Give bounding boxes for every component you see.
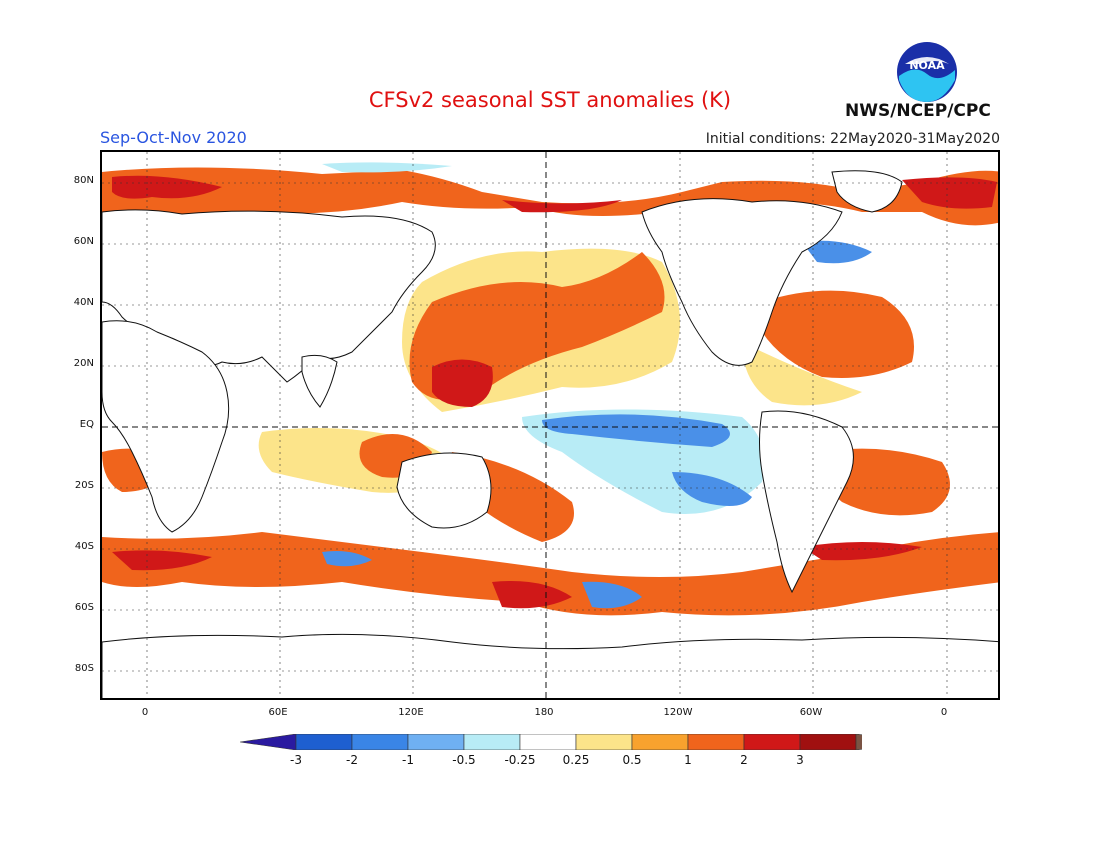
colorbar-low-cap: [239, 733, 297, 751]
map-title: CFSv2 seasonal SST anomalies (K): [368, 88, 732, 112]
colorbar-tick-label: -2: [346, 753, 358, 767]
africa: [102, 320, 230, 533]
colorbar-bin: [687, 733, 745, 751]
colorbar-tick-label: -0.25: [504, 753, 536, 767]
lon-label-0-west: 0: [141, 707, 149, 718]
lat-label-40n: 40N: [73, 297, 94, 308]
southeast-pacific-cold: [672, 472, 752, 506]
colorbar-bin: [743, 733, 801, 751]
colorbar-bin: [631, 733, 689, 751]
colorbar-bin: [519, 733, 577, 751]
colorbar: [239, 733, 913, 754]
colorbar-tick-label: 0.25: [562, 753, 590, 767]
southern-ocean-cold: [322, 551, 642, 609]
lat-label-eq: EQ: [79, 419, 94, 430]
lat-label-80s: 80S: [74, 663, 94, 674]
noaa-logo-text: NOAA: [909, 59, 945, 72]
lat-label-60s: 60S: [74, 602, 94, 613]
colorbar-tick-label: 3: [796, 753, 804, 767]
north-atlantic-light: [742, 342, 862, 406]
graticule: [102, 152, 998, 698]
north-atlantic-cold: [802, 240, 872, 264]
land-masses: [102, 170, 998, 698]
india: [301, 354, 338, 408]
australia: [396, 452, 492, 529]
equatorial-pacific-cold: [542, 414, 730, 447]
lat-label-40s: 40S: [74, 541, 94, 552]
lon-label-60e: 60E: [268, 707, 288, 718]
season-label: Sep-Oct-Nov 2020: [100, 128, 247, 147]
colorbar-tick-label: 0.5: [622, 753, 642, 767]
colorbar-tick-label: -1: [402, 753, 414, 767]
colorbar-bin: [463, 733, 521, 751]
colorbar-bin: [351, 733, 409, 751]
colorbar-tick-label: -0.5: [452, 753, 476, 767]
lon-label-60w: 60W: [799, 707, 823, 718]
colorbar-tick-label: 2: [740, 753, 748, 767]
lat-label-60n: 60N: [73, 236, 94, 247]
south-atlantic-warm: [821, 448, 950, 516]
lat-label-20s: 20S: [74, 480, 94, 491]
lon-label-0-east: 0: [940, 707, 948, 718]
sst-anomaly-map: [100, 150, 1000, 700]
colorbar-bin: [295, 733, 353, 751]
kuroshio-strong: [432, 359, 493, 407]
lon-label-120w: 120W: [663, 707, 693, 718]
initial-conditions-label: Initial conditions: 22May2020-31May2020: [705, 131, 1000, 147]
antarctica: [102, 633, 998, 698]
arctic-warm-band: [102, 167, 998, 227]
colorbar-tick-label: -3: [290, 753, 302, 767]
colorbar-bin: [799, 733, 857, 751]
colorbar-tick-label: 1: [684, 753, 692, 767]
north-america: [641, 198, 843, 366]
noaa-logo: NOAA: [895, 40, 959, 108]
lat-label-80n: 80N: [73, 175, 94, 186]
lon-label-180: 180: [534, 707, 554, 718]
southern-ocean-strong: [112, 542, 922, 609]
colorbar-bin: [407, 733, 465, 751]
arctic-strong-warm: [112, 175, 997, 213]
colorbar-high-cap: [855, 733, 913, 751]
lon-label-120e: 120E: [398, 707, 424, 718]
arctic-light-blue: [322, 162, 452, 173]
agency-label: NWS/NCEP/CPC: [845, 101, 991, 121]
colorbar-bin: [575, 733, 633, 751]
north-atlantic-warm: [762, 290, 914, 378]
lat-label-20n: 20N: [73, 358, 94, 369]
map-canvas: [102, 152, 998, 698]
greenland: [831, 170, 903, 213]
